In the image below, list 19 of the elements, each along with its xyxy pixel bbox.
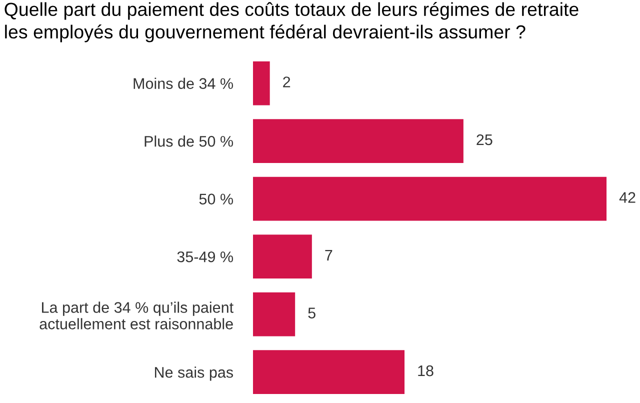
y-tick-label: Moins de 34 % [134, 78, 234, 89]
bar [253, 292, 296, 336]
data-label: 25 [476, 134, 492, 146]
chart-title: Quelle part du paiement des coûts totaux de leurs régimes de retraite les employés du gouvernement fédéral devraient-ils assumer ? [4, 2, 578, 42]
data-label: 18 [418, 365, 434, 376]
bar [253, 176, 607, 221]
bar [253, 61, 270, 106]
y-tick-label: 35-49 % [177, 251, 234, 262]
y-tick-label: Ne sais pas [154, 366, 234, 381]
bar [253, 234, 312, 279]
y-tick-label: Plus de 50 % [144, 136, 234, 147]
bar [253, 350, 405, 394]
data-label: 2 [283, 76, 290, 88]
data-label: 5 [308, 308, 316, 318]
y-tick-label: 50 % [199, 194, 234, 204]
y-tick-label: La part de 34 % qu’ils paient actuellement est raisonnable [40, 302, 234, 330]
data-label: 7 [325, 250, 332, 261]
bar [253, 119, 464, 163]
data-label: 42 [619, 192, 636, 203]
